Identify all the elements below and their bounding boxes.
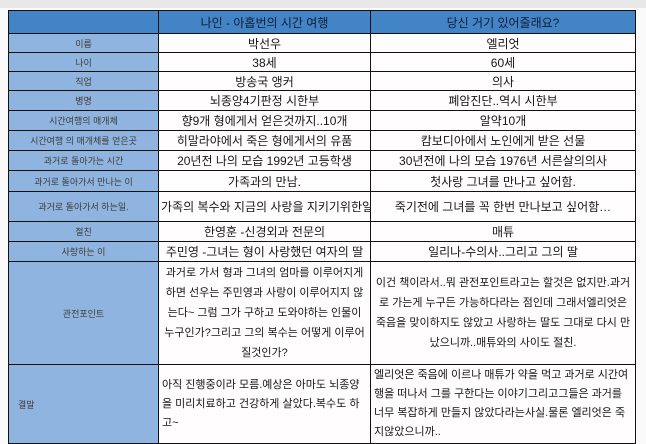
cell-nine: 뇌종양4기판정 시한부 [158,90,371,111]
row-label: 시간여행의 매개체 [8,110,159,131]
cell-will-you: 60세 [370,52,636,72]
cell-nine: 가족의 복수와 지금의 사랑을 지키기위한일. [158,191,371,222]
cell-nine: 아직 진행중이라 모름.예상은 아마도 뇌종양을 미리치료하고 건강하게 살았다… [158,364,371,444]
cell-nine: 38세 [158,52,371,72]
header-title-will-you: 당신 거기 있어줄래요? [370,10,636,34]
table-row-person-met: 과거로 돌아가서 만나는 이 가족과의 만남. 첫사랑 그녀를 만나고 싶어함. [8,170,636,192]
table-row-medium: 시간여행의 매개체 향9개 형에게서 얻은것까지..10개 알약10개 [8,110,636,131]
row-label: 이름 [8,33,159,53]
cell-will-you: 엘리엇 [370,33,636,53]
table-row-best-friend: 절친 한영훈 -신경외과 전문의 매튜 [8,221,636,242]
top-strip [0,0,646,8]
table-row-viewing-points: 관전포인트 과거로 가서 형과 그녀의 엄마를 이루어지게 하면 선우는 주민영… [8,261,636,365]
cell-will-you: 일리나-수의사..그리고 그의 딸 [370,241,636,262]
row-label: 병명 [8,90,159,111]
table-row-goal: 과거로 돌아가서 하는일. 가족의 복수와 지금의 사랑을 지키기위한일. 죽기… [8,191,636,222]
row-label: 과거로 돌아가는 시간 [8,150,159,171]
cell-will-you: 첫사랑 그녀를 만나고 싶어함. [370,170,636,192]
row-label: 절친 [8,221,159,242]
table-row-age: 나이 38세 60세 [8,52,636,72]
header-row: 나인 - 아홉번의 시간 여행 당신 거기 있어줄래요? [8,10,636,34]
table-row-job: 직업 방송국 앵커 의사 [8,71,636,91]
cell-will-you: 의사 [370,71,636,91]
table-row-ending: 결말 아직 진행중이라 모름.예상은 아마도 뇌종양을 미리치료하고 건강하게 … [8,364,636,444]
row-label: 직업 [8,71,159,91]
row-label: 나이 [8,52,159,72]
row-label: 결말 [8,364,159,444]
table-row-name: 이름 박선우 엘리엇 [8,33,636,53]
row-label: 과거로 돌아가서 하는일. [8,191,159,222]
row-label: 사랑하는 이 [8,241,159,262]
cell-will-you: 30년전에 나의 모습 1976년 서른살의의사 [370,150,636,171]
row-label: 시간여행 의 매개체를 얻은곳 [8,130,159,151]
cell-nine: 박선우 [158,33,371,53]
row-label: 관전포인트 [8,261,159,365]
cell-nine: 주민영 -그녀는 형이 사랑했던 여자의 딸 [158,241,371,262]
cell-will-you: 매튜 [370,221,636,242]
table-row-medium-source: 시간여행 의 매개체를 얻은곳 히말라야에서 죽은 형에게서의 유품 캄보디아에… [8,130,636,151]
cell-nine: 향9개 형에게서 얻은것까지..10개 [158,110,371,131]
header-corner-cell [8,10,159,34]
cell-nine: 방송국 앵커 [158,71,371,91]
cell-will-you: 이건 책이라서..뭐 관전포인트라고는 할것은 없지만.과거로 가는게 누구든 … [370,261,636,365]
table-row-time-travel-period: 과거로 돌아가는 시간 20년전 나의 모습 1992년 고등학생 30년전에 … [8,150,636,171]
cell-will-you: 폐암진단..역시 시한부 [370,90,636,111]
cell-nine: 가족과의 만남. [158,170,371,192]
row-label: 과거로 돌아가서 만나는 이 [8,170,159,192]
cell-will-you: 캄보디아에서 노인에게 받은 선물 [370,130,636,151]
table-row-loved-one: 사랑하는 이 주민영 -그녀는 형이 사랑했던 여자의 딸 일리나-수의사..그… [8,241,636,262]
cell-nine: 20년전 나의 모습 1992년 고등학생 [158,150,371,171]
cell-nine: 히말라야에서 죽은 형에게서의 유품 [158,130,371,151]
cell-nine: 한영훈 -신경외과 전문의 [158,221,371,242]
cell-nine: 과거로 가서 형과 그녀의 엄마를 이루어지게 하면 선우는 주민영과 사랑이 … [158,261,371,365]
cell-will-you: 알약10개 [370,110,636,131]
cell-will-you: 엘리엇은 죽음에 이르나 매튜가 약을 먹고 과거로 시간여행을 떠나서 그를 … [370,364,636,444]
comparison-table: 나인 - 아홉번의 시간 여행 당신 거기 있어줄래요? 이름 박선우 엘리엇 … [8,10,636,444]
cell-will-you: 죽기전에 그녀를 꼭 한번 만나보고 싶어함… [370,191,636,222]
header-title-nine: 나인 - 아홉번의 시간 여행 [158,10,371,34]
table-row-illness: 병명 뇌종양4기판정 시한부 폐암진단..역시 시한부 [8,90,636,111]
